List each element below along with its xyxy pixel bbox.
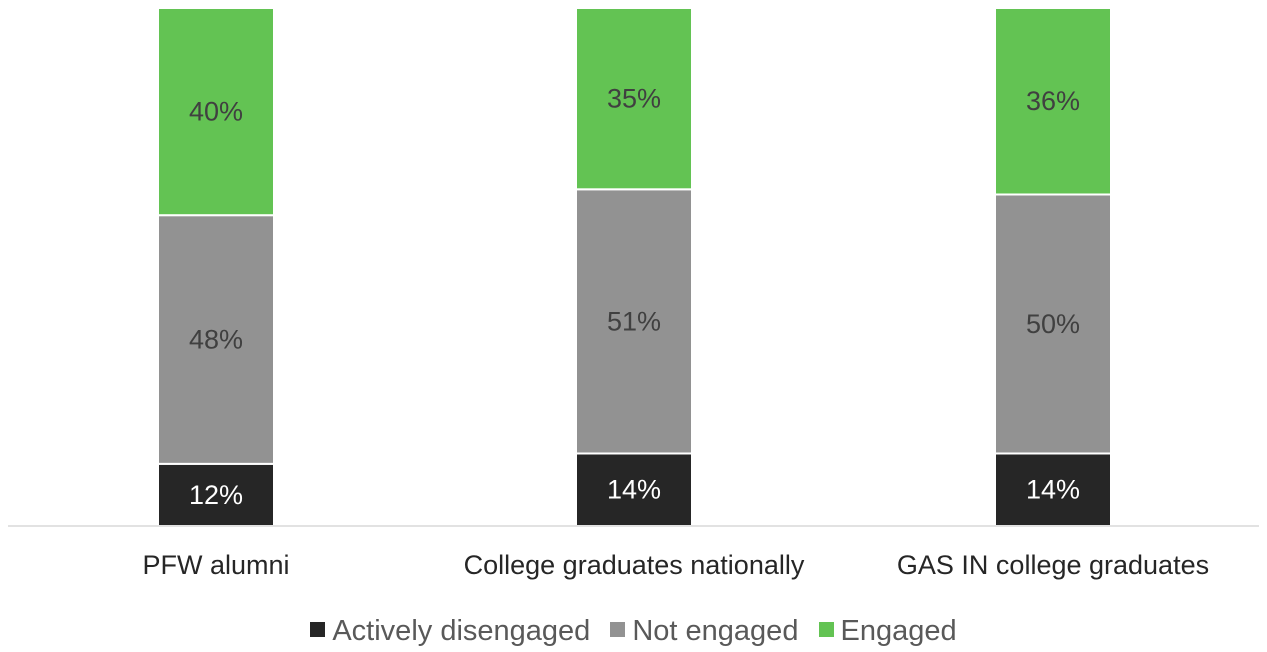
x-tick-label: PFW alumni (142, 550, 289, 580)
legend-swatch (310, 621, 326, 637)
x-tick-label: College graduates nationally (464, 550, 805, 580)
data-label-not-engaged: 51% (607, 306, 661, 336)
legend-label: Engaged (840, 615, 957, 647)
x-tick-label: GAS IN college graduates (897, 550, 1209, 580)
data-label-engaged: 40% (189, 97, 243, 127)
bar-segment-engaged (157, 7, 275, 217)
bar-segment-engaged (994, 7, 1112, 196)
data-label-engaged: 35% (607, 84, 661, 114)
data-label-actively-disengaged: 12% (189, 480, 243, 510)
data-label-not-engaged: 50% (1026, 309, 1080, 339)
bar-segment-not-engaged (157, 214, 275, 465)
bars-layer (157, 7, 1112, 528)
bar-segment-engaged (575, 7, 693, 191)
data-label-actively-disengaged: 14% (1026, 475, 1080, 505)
data-labels-layer: 12% 48% 40% 14% 51% 35% 14% 50% 36% (189, 84, 1080, 510)
x-tick-labels: PFW alumni College graduates nationally GA… (142, 550, 1209, 580)
legend-label: Not engaged (632, 615, 799, 647)
legend-item-actively-disengaged: Actively disengaged (310, 615, 590, 648)
bar-segment-actively-disengaged (575, 452, 693, 528)
bar-segment-actively-disengaged (157, 462, 275, 527)
data-label-engaged: 36% (1026, 86, 1080, 116)
legend-label: Actively disengaged (332, 615, 591, 647)
data-label-not-engaged: 48% (189, 325, 243, 355)
legend-item-not-engaged: Not engaged (610, 615, 798, 648)
data-label-actively-disengaged: 14% (607, 475, 661, 505)
legend: Actively disengaged Not engaged Engaged (0, 615, 1267, 648)
bar-segment-not-engaged (575, 188, 693, 455)
legend-swatch (610, 621, 626, 637)
legend-swatch (818, 621, 834, 637)
legend-item-engaged: Engaged (818, 615, 957, 648)
bar-segment-not-engaged (994, 193, 1112, 455)
